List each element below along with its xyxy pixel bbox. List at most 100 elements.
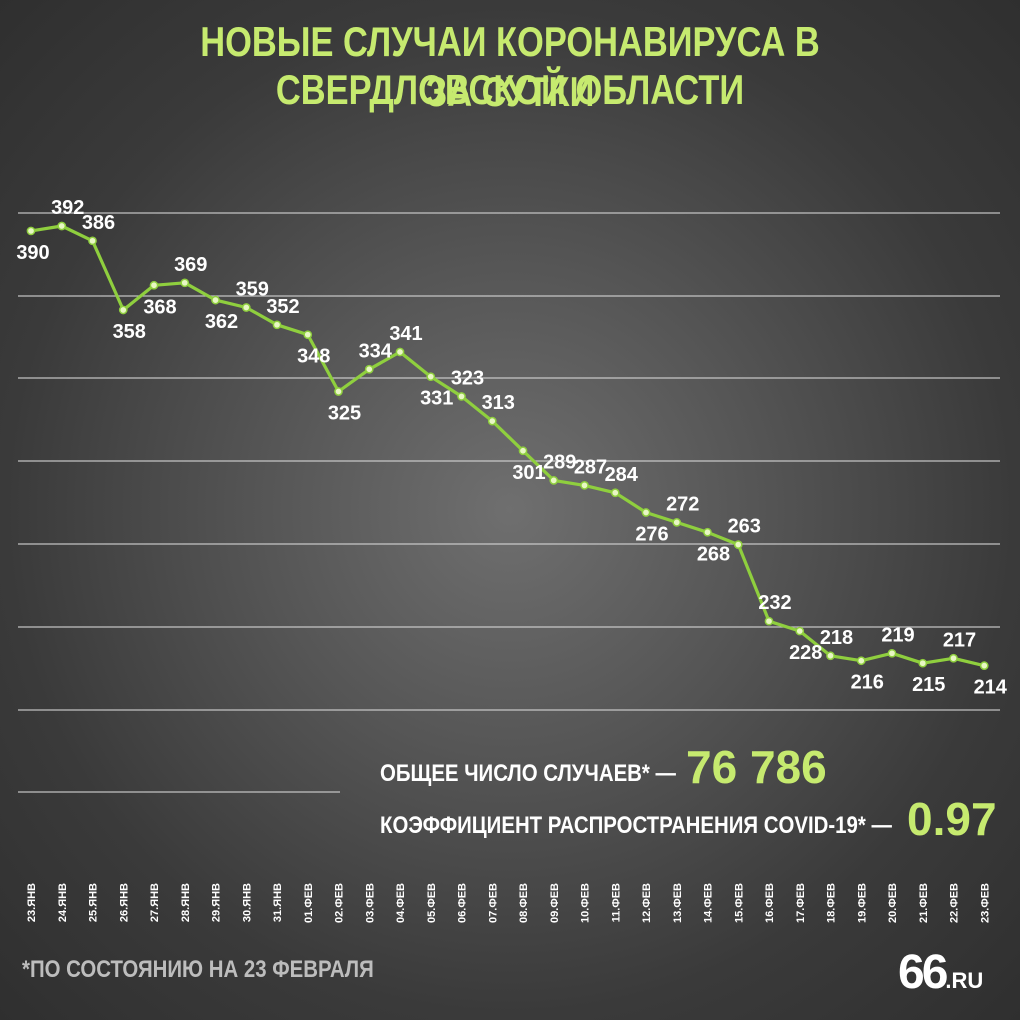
x-tick-label: 10.ФЕВ <box>580 883 592 923</box>
data-point <box>887 648 897 658</box>
data-point <box>949 653 958 663</box>
data-point <box>426 372 436 382</box>
x-tick-label: 08.ФЕВ <box>518 883 530 923</box>
x-tick-label: 11.ФЕВ <box>610 883 622 922</box>
x-tick-label: 13.ФЕВ <box>672 883 684 923</box>
data-label: 348 <box>297 346 330 368</box>
data-label: 359 <box>236 279 269 301</box>
x-tick-label: 04.ФЕВ <box>395 883 407 923</box>
data-point <box>580 481 589 490</box>
data-label: 323 <box>451 367 484 389</box>
data-label: 216 <box>851 672 884 694</box>
data-point <box>795 626 805 636</box>
x-tick-label: 12.ФЕВ <box>641 883 653 923</box>
data-label: 331 <box>420 388 453 410</box>
data-point <box>364 364 374 374</box>
data-label: 232 <box>758 592 791 614</box>
data-point <box>549 476 559 485</box>
data-point <box>918 658 928 668</box>
data-point <box>26 226 36 236</box>
data-label: 352 <box>266 296 299 318</box>
data-point <box>641 508 651 517</box>
data-label: 325 <box>328 402 361 424</box>
total-cases-value: 76 786 <box>686 741 827 793</box>
total-cases-row: ОБЩЕЕ ЧИСЛО СЛУЧАЕВ* — 76 786 <box>380 741 980 798</box>
data-label: 369 <box>174 254 207 276</box>
spread-coefficient-label: КОЭФФИЦИЕНТ РАСПРОСТРАНЕНИЯ COVID-19* — <box>380 812 892 839</box>
x-tick-label: 03.ФЕВ <box>364 883 376 923</box>
data-point <box>610 488 620 498</box>
x-tick-label: 05.ФЕВ <box>426 883 438 923</box>
data-point <box>241 303 251 312</box>
data-label: 368 <box>143 296 176 318</box>
data-point <box>703 527 712 537</box>
data-label: 217 <box>943 629 976 651</box>
data-label: 289 <box>543 451 576 473</box>
data-label: 219 <box>881 624 914 646</box>
data-point <box>518 446 528 456</box>
x-tick-label: 27.ЯНВ <box>149 883 161 922</box>
x-tick-label: 02.ФЕВ <box>334 883 346 923</box>
data-point <box>303 330 313 340</box>
x-tick-label: 17.ФЕВ <box>795 883 807 923</box>
data-label: 362 <box>205 311 238 333</box>
x-tick-label: 23.ЯНВ <box>26 883 38 922</box>
x-tick-label: 07.ФЕВ <box>487 883 499 923</box>
data-point <box>272 320 282 330</box>
footnote: *ПО СОСТОЯНИЮ НА 23 ФЕВРАЛЯ <box>22 956 374 983</box>
x-tick-label: 19.ФЕВ <box>856 883 868 923</box>
x-tick-label: 15.ФЕВ <box>733 883 745 923</box>
series-line <box>30 224 985 668</box>
x-tick-label: 09.ФЕВ <box>549 883 561 923</box>
x-tick-label: 28.ЯНВ <box>180 883 192 922</box>
chart-title-line1: НОВЫЕ СЛУЧАИ КОРОНАВИРУСА В СВЕРДЛОВСКОЙ… <box>200 18 820 113</box>
data-label: 386 <box>82 212 115 234</box>
total-cases-label: ОБЩЕЕ ЧИСЛО СЛУЧАЕВ* — <box>380 760 676 787</box>
data-label: 287 <box>574 456 607 478</box>
data-point <box>733 540 743 549</box>
data-point <box>856 656 866 666</box>
data-label: 268 <box>697 543 730 565</box>
spread-coefficient-row: КОЭФФИЦИЕНТ РАСПРОСТРАНЕНИЯ COVID-19* — … <box>380 793 1000 850</box>
logo-suffix: .RU <box>945 968 984 993</box>
data-label: 218 <box>820 627 853 649</box>
data-label: 228 <box>789 642 822 664</box>
data-point <box>149 280 159 290</box>
data-point <box>334 387 343 396</box>
data-point <box>764 616 774 626</box>
data-point <box>118 305 128 315</box>
data-point <box>395 347 405 357</box>
x-tick-label: 18.ФЕВ <box>826 883 838 923</box>
x-tick-label: 21.ФЕВ <box>918 883 930 923</box>
data-point <box>457 392 466 401</box>
x-tick-label: 22.ФЕВ <box>949 883 961 923</box>
data-point <box>88 236 97 246</box>
x-tick-label: 16.ФЕВ <box>764 883 776 923</box>
data-label: 301 <box>512 462 545 484</box>
data-label: 390 <box>16 242 49 264</box>
data-point <box>979 661 989 671</box>
data-label: 284 <box>605 464 639 486</box>
data-point <box>826 651 835 661</box>
data-label: 215 <box>912 674 945 696</box>
x-tick-label: 23.ФЕВ <box>979 883 991 923</box>
x-tick-label: 06.ФЕВ <box>457 883 469 923</box>
data-point <box>180 278 190 288</box>
data-label: 263 <box>728 516 761 538</box>
data-label: 313 <box>482 392 515 414</box>
x-tick-label: 30.ЯНВ <box>241 883 253 922</box>
logo-number: 66 <box>898 946 948 999</box>
x-tick-label: 26.ЯНВ <box>118 883 130 922</box>
site-logo: 66.RU <box>898 945 983 1000</box>
x-tick-label: 01.ФЕВ <box>303 883 315 923</box>
data-label: 341 <box>389 323 422 345</box>
data-point <box>211 295 220 305</box>
data-label: 272 <box>666 493 699 515</box>
data-label: 334 <box>359 340 393 362</box>
x-tick-label: 24.ЯНВ <box>57 883 69 922</box>
spread-coefficient-value: 0.97 <box>907 793 997 845</box>
x-tick-label: 31.ЯНВ <box>272 883 284 922</box>
data-label: 214 <box>974 677 1008 699</box>
data-point <box>672 518 682 527</box>
